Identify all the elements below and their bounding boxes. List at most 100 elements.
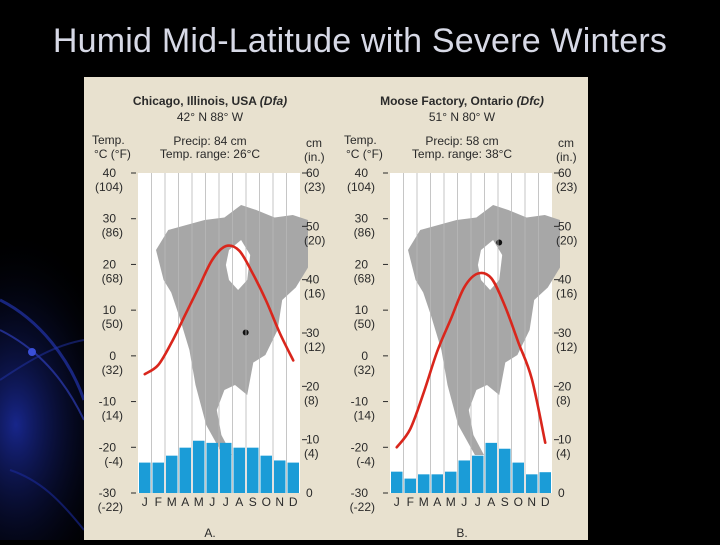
precip-bar — [193, 440, 205, 493]
precip-bar — [418, 474, 430, 493]
temp-tick-label-c: 30 — [355, 212, 369, 226]
temp-tick-label-f: (-22) — [98, 500, 123, 514]
precip-tick-label-cm: 60 — [558, 166, 572, 180]
precip-tick-label-cm: 50 — [558, 219, 572, 233]
month-label: S — [501, 495, 509, 509]
temp-tick-label-c: -10 — [351, 395, 369, 409]
map-hudson-bay — [225, 240, 251, 290]
left-axis-title: Temp. — [344, 133, 377, 147]
temp-tick-label-c: -30 — [351, 486, 369, 500]
precip-tick-label-cm: 10 — [558, 433, 572, 447]
precip-tick-label-in: (4) — [556, 447, 571, 461]
precip-tick-label-cm: 20 — [306, 379, 320, 393]
temp-tick-label-f: (86) — [102, 226, 123, 240]
panel-label: B. — [456, 526, 467, 540]
right-axis-title: cm — [306, 136, 322, 150]
precip-tick-label-in: (20) — [556, 233, 577, 247]
temp-tick-label-f: (-22) — [350, 500, 375, 514]
precip-bar — [233, 447, 245, 493]
month-label: M — [419, 495, 429, 509]
precip-bar — [391, 471, 403, 493]
temp-tick-label-f: (104) — [347, 180, 375, 194]
month-label: J — [394, 495, 400, 509]
annual-precip-label: Precip: 58 cm — [425, 134, 498, 148]
temp-tick-label-f: (14) — [102, 409, 123, 423]
temp-tick-label-f: (-4) — [104, 454, 123, 468]
temperature-line — [395, 271, 547, 449]
temp-tick-label-f: (14) — [354, 409, 375, 423]
precip-bar — [287, 462, 299, 493]
precip-tick-label-in: (12) — [304, 340, 325, 354]
precip-bar — [458, 460, 470, 493]
right-axis-title-units: (in.) — [304, 150, 325, 164]
left-axis-title: Temp. — [92, 133, 125, 147]
month-label: J — [475, 495, 481, 509]
temp-tick-label-c: 40 — [103, 166, 117, 180]
precip-bar — [539, 472, 551, 493]
temp-tick-label-f: (32) — [354, 363, 375, 377]
precip-tick-label-in: (12) — [556, 340, 577, 354]
temp-range-label: Temp. range: 38°C — [412, 147, 513, 161]
climograph-panel-a: Chicago, Illinois, USA (Dfa) 42° N 88° W P… — [92, 94, 325, 540]
station-name: Moose Factory, Ontario (Dfc) — [380, 94, 544, 108]
temp-range-label: Temp. range: 26°C — [160, 147, 261, 161]
precip-tick-label-cm: 30 — [306, 326, 320, 340]
precip-bar — [445, 471, 457, 493]
precip-bar — [166, 455, 178, 493]
precip-tick-label-in: (16) — [556, 287, 577, 301]
month-label: M — [194, 495, 204, 509]
temp-tick-label-c: 0 — [361, 349, 368, 363]
month-label: O — [514, 495, 523, 509]
climograph-figure: Chicago, Illinois, USA (Dfa) 42° N 88° W P… — [84, 77, 588, 540]
precip-tick-label-in: (20) — [304, 233, 325, 247]
station-name: Chicago, Illinois, USA (Dfa) — [133, 94, 287, 108]
month-label: J — [223, 495, 229, 509]
precip-bar — [404, 478, 416, 493]
month-label: F — [155, 495, 162, 509]
precip-tick-label-cm: 20 — [558, 379, 572, 393]
precip-tick-label-in: (23) — [556, 180, 577, 194]
precip-bar — [526, 474, 538, 493]
precip-bar — [139, 462, 151, 493]
month-label: S — [249, 495, 257, 509]
precip-tick-label-in: (8) — [304, 393, 319, 407]
temp-tick-label-c: -30 — [99, 486, 117, 500]
month-label: D — [541, 495, 550, 509]
month-label: J — [209, 495, 215, 509]
temp-tick-label-f: (68) — [102, 271, 123, 285]
precip-bar — [152, 462, 164, 493]
month-label: A — [487, 495, 495, 509]
precip-bar — [206, 442, 218, 493]
precip-tick-label-cm: 60 — [306, 166, 320, 180]
precip-tick-label-cm: 40 — [558, 273, 572, 287]
temp-tick-label-f: (50) — [102, 317, 123, 331]
map-north-america — [408, 205, 560, 455]
precip-bar — [247, 447, 259, 493]
month-label: A — [433, 495, 441, 509]
temp-tick-label-f: (50) — [354, 317, 375, 331]
month-label: M — [167, 495, 177, 509]
temp-tick-label-c: -20 — [351, 440, 369, 454]
right-axis-title-units: (in.) — [556, 150, 577, 164]
map-north-america — [156, 205, 308, 455]
precip-tick-label-in: (23) — [304, 180, 325, 194]
precip-tick-label-in: (8) — [556, 393, 571, 407]
climograph-panel-b: Moose Factory, Ontario (Dfc) 51° N 80° W P… — [344, 94, 577, 540]
temp-tick-label-c: 20 — [355, 257, 369, 271]
temp-tick-label-c: 30 — [103, 212, 117, 226]
right-axis-title: cm — [558, 136, 574, 150]
precip-bar — [472, 455, 484, 493]
month-label: M — [446, 495, 456, 509]
precip-bar — [499, 448, 511, 493]
climograph-charts: Chicago, Illinois, USA (Dfa) 42° N 88° W P… — [92, 94, 577, 540]
month-label: O — [262, 495, 271, 509]
station-coordinates: 51° N 80° W — [429, 110, 496, 124]
temp-tick-label-c: 10 — [355, 303, 369, 317]
month-label: J — [461, 495, 467, 509]
precip-bar — [485, 442, 497, 493]
temp-tick-label-c: -20 — [99, 440, 117, 454]
month-label: F — [407, 495, 414, 509]
map-hudson-bay — [477, 240, 503, 290]
slide-title: Humid Mid-Latitude with Severe Winters — [52, 22, 668, 60]
left-axis-title-units: °C (°F) — [94, 147, 131, 161]
